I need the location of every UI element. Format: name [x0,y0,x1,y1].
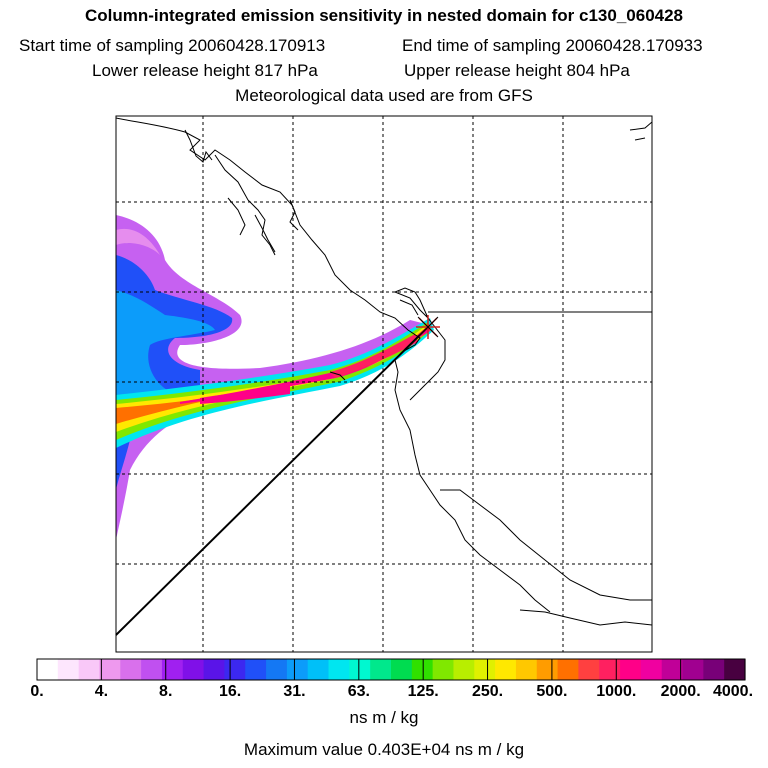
upper-release-height: Upper release height 804 hPa [404,61,630,80]
color-scale-swatch [78,659,101,680]
color-scale-swatch [620,659,642,680]
color-scale-tick-label: 500. [536,683,568,700]
end-time: End time of sampling 20060428.170933 [402,36,703,55]
color-scale-swatch [370,659,392,680]
color-scale-tick-label: 16. [218,683,242,700]
color-scale-swatch [411,659,434,680]
color-scale-swatch [307,659,330,680]
start-time: Start time of sampling 20060428.170913 [19,36,326,55]
color-scale-swatch [536,659,559,680]
color-scale-swatch [182,659,205,680]
color-scale-tick-label: 0. [30,683,44,700]
trajectory-lines [115,326,429,636]
color-scale-swatch [578,659,600,680]
lower-release-height: Lower release height 817 hPa [92,61,318,80]
color-scale-tick-label: 4000. [712,683,754,700]
color-scale-swatch [266,659,288,680]
met-data-note: Meteorological data used are from GFS [235,86,533,105]
units-label: ns m / kg [349,708,419,727]
color-scale-tick-label: 1000. [596,683,637,700]
color-scale-swatch [703,659,725,680]
color-scale-swatch [37,659,59,680]
color-scale-tick-label: 250. [471,683,504,700]
color-scale-swatch [245,659,267,680]
color-scale-tick-label: 8. [159,683,173,700]
color-scale-swatch [328,659,350,680]
grid-lines [116,116,652,652]
color-scale-bar [36,658,746,681]
color-scale-swatch [141,659,163,680]
color-scale-swatch [474,659,496,680]
color-scale-swatch [661,659,684,680]
color-scale-swatch [557,659,580,680]
color-scale-swatch [495,659,517,680]
color-scale-swatch [391,659,413,680]
map-frame [115,115,653,653]
color-scale-swatch [432,659,455,680]
color-scale-swatch [120,659,142,680]
color-scale-tick-label: 2000. [660,683,701,700]
color-scale-swatch [599,659,621,680]
color-scale-swatch [57,659,80,680]
color-scale-swatch [161,659,184,680]
color-scale-tick-label: 31. [283,683,306,700]
release-marker-x [417,316,439,338]
color-scale-swatch [99,659,121,680]
color-scale-swatch [203,659,226,680]
color-scale-swatch [224,659,246,680]
color-scale-tick-label: 63. [347,683,370,700]
color-scale-swatch [515,659,538,680]
color-scale-swatch [724,659,746,680]
color-scale-swatch [349,659,371,680]
color-scale-swatch [286,659,309,680]
color-scale-swatch [640,659,663,680]
color-scale-swatch [682,659,704,680]
emission-plume [116,215,434,540]
color-scale-swatch [453,659,475,680]
max-value-label: Maximum value 0.403E+04 ns m / kg [243,740,525,759]
color-scale-tick-label: 125. [407,683,439,700]
coastlines [116,117,652,626]
chart-title: Column-integrated emission sensitivity i… [84,6,684,25]
color-scale-tick-label: 4. [94,683,109,700]
